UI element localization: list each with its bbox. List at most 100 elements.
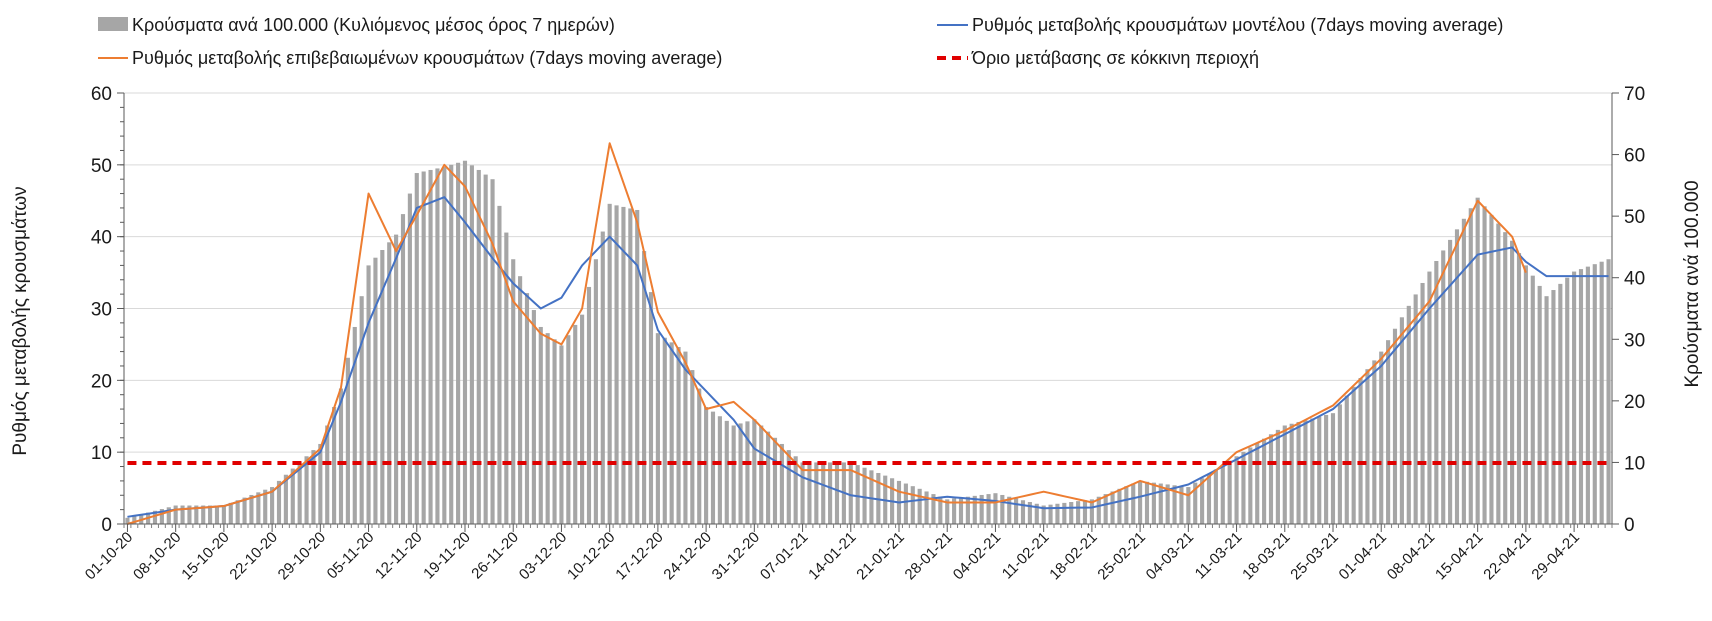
- bar: [1399, 317, 1404, 524]
- bar: [435, 168, 440, 524]
- bar: [1434, 261, 1439, 524]
- y-axis-left-title: Ρυθμός μεταβολής κρουσμάτων: [10, 186, 31, 455]
- bar: [518, 276, 523, 524]
- bar: [1007, 496, 1012, 524]
- bar: [421, 171, 426, 524]
- bar: [1448, 239, 1453, 524]
- bar: [511, 259, 516, 524]
- bar: [1138, 480, 1143, 524]
- bar: [1131, 483, 1136, 524]
- bar: [1461, 218, 1466, 524]
- bar: [1551, 290, 1556, 524]
- bar: [952, 498, 957, 524]
- bar: [132, 516, 137, 524]
- y-axis-right-title: Κρούσματα ανά 100.000: [1682, 180, 1703, 387]
- bar: [1565, 277, 1570, 524]
- bar: [538, 326, 543, 524]
- bar: [766, 431, 771, 524]
- y-left-tick-label: 10: [91, 443, 112, 464]
- bar: [194, 505, 199, 524]
- bar: [862, 467, 867, 524]
- y-left-tick-label: 30: [91, 300, 112, 321]
- bar: [869, 470, 874, 524]
- bar: [1420, 282, 1425, 524]
- legend: Κρούσματα ανά 100.000 (Κυλιόμενος μέσος …: [98, 15, 1503, 68]
- bar: [359, 296, 364, 524]
- bar: [187, 505, 192, 524]
- bar: [828, 462, 833, 524]
- bar: [1317, 416, 1322, 524]
- bar: [228, 502, 233, 524]
- bar: [1206, 473, 1212, 524]
- bar: [332, 407, 337, 524]
- y-left-tick-label: 0: [101, 515, 112, 536]
- bar: [352, 326, 357, 524]
- bar: [814, 462, 819, 524]
- legend-swatch-bars: [98, 17, 128, 31]
- bar: [1165, 484, 1170, 524]
- y-right-tick-label: 50: [1624, 207, 1645, 228]
- bar: [1089, 499, 1094, 524]
- bar: [1358, 377, 1363, 524]
- bar: [442, 166, 447, 524]
- bar: [221, 505, 226, 524]
- bar: [159, 509, 164, 524]
- bar: [1151, 482, 1156, 524]
- bar: [1200, 478, 1205, 524]
- y-left-tick-label: 50: [91, 156, 112, 177]
- bar: [1069, 502, 1074, 524]
- bar: [1386, 340, 1391, 524]
- bar: [276, 480, 282, 524]
- bar: [779, 443, 784, 524]
- bar: [731, 425, 736, 524]
- bar: [1076, 501, 1081, 524]
- bar: [821, 462, 826, 524]
- bar: [304, 456, 309, 524]
- bar: [965, 496, 970, 524]
- bar: [387, 242, 392, 524]
- bar: [545, 333, 550, 524]
- bar: [263, 489, 268, 524]
- bar: [1227, 460, 1232, 524]
- y-right-tick-label: 10: [1624, 453, 1645, 474]
- bar: [1606, 259, 1611, 524]
- bar: [1048, 504, 1053, 524]
- bar: [476, 169, 481, 524]
- bar: [318, 443, 323, 524]
- bar: [152, 510, 158, 524]
- bar: [338, 388, 344, 524]
- bar: [173, 505, 178, 524]
- bar: [628, 208, 633, 524]
- bar: [235, 500, 240, 524]
- bar: [1406, 305, 1411, 524]
- bar: [1475, 197, 1480, 525]
- bar: [249, 494, 254, 524]
- y-left-tick-label: 20: [91, 371, 112, 392]
- bar: [1158, 483, 1163, 524]
- bar: [311, 450, 316, 524]
- bar: [428, 169, 433, 524]
- bar: [1310, 418, 1315, 524]
- bar: [1441, 250, 1446, 524]
- bar: [1296, 421, 1301, 524]
- bar: [580, 314, 585, 524]
- bar: [1262, 438, 1267, 524]
- bar: [1413, 294, 1418, 524]
- bar: [600, 231, 605, 525]
- bar: [1144, 481, 1150, 524]
- bar: [1213, 469, 1218, 524]
- bar: [1034, 503, 1039, 524]
- bar: [290, 468, 295, 524]
- bar: [242, 497, 247, 524]
- bar: [504, 232, 509, 524]
- bar: [1020, 500, 1026, 524]
- bar: [945, 499, 950, 524]
- bar: [690, 370, 695, 524]
- bar: [655, 333, 660, 524]
- bar: [710, 411, 716, 524]
- bar: [1372, 360, 1377, 524]
- bar: [1330, 413, 1336, 524]
- bar: [283, 474, 288, 524]
- bar: [1351, 386, 1356, 524]
- bar: [662, 337, 667, 524]
